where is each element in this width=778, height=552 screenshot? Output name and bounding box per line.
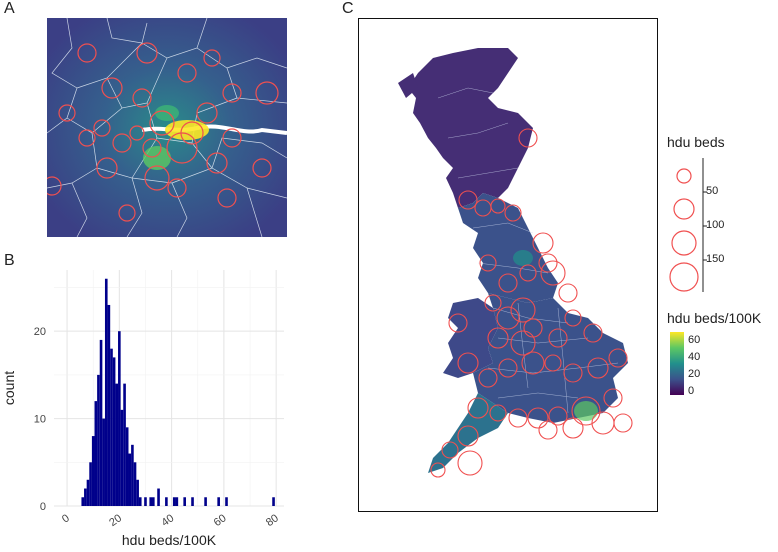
color-legend-bar bbox=[670, 332, 684, 395]
gb-landmass bbox=[398, 48, 628, 473]
histogram-bar bbox=[204, 497, 207, 506]
histogram-bar bbox=[107, 304, 111, 506]
panel-b-label: B bbox=[4, 252, 15, 269]
histogram-bar bbox=[131, 444, 134, 506]
size-key-xlarge bbox=[669, 262, 699, 292]
color-label-60: 60 bbox=[688, 334, 701, 346]
histogram-bar bbox=[99, 339, 103, 506]
histogram-bar bbox=[86, 479, 90, 506]
x-tick-label: 40 bbox=[159, 512, 176, 529]
panel-c-label: C bbox=[342, 0, 354, 17]
size-key-small bbox=[676, 168, 692, 184]
panel-a-label: A bbox=[4, 0, 15, 17]
histogram-bar bbox=[81, 497, 85, 506]
color-label-40: 40 bbox=[688, 351, 701, 363]
histogram-bar bbox=[123, 383, 126, 506]
y-tick-labels: 0 10 20 bbox=[34, 326, 46, 513]
histogram-bar bbox=[138, 497, 142, 506]
histogram-bar bbox=[217, 497, 220, 506]
x-tick-label: 60 bbox=[212, 512, 229, 529]
color-legend-title: hdu beds/100K bbox=[667, 310, 762, 326]
region-western-isles bbox=[398, 73, 418, 98]
panel-b-histogram: 0 10 20 0 20 40 60 80 hdu beds/100K count bbox=[1, 270, 284, 548]
x-tick-label: 80 bbox=[264, 512, 281, 529]
histogram-bar bbox=[91, 436, 95, 506]
region-south-west bbox=[428, 393, 508, 473]
size-key-large bbox=[671, 230, 697, 256]
color-label-0: 0 bbox=[688, 385, 695, 397]
hotspot-london bbox=[574, 401, 598, 421]
histogram-bar bbox=[191, 497, 194, 506]
size-label-150: 150 bbox=[706, 253, 725, 265]
color-label-20: 20 bbox=[688, 368, 701, 380]
plot-area bbox=[54, 270, 284, 506]
panel-c-map bbox=[358, 18, 658, 512]
panel-a-map bbox=[47, 18, 287, 237]
histogram-bar bbox=[172, 497, 176, 506]
histogram-bar bbox=[144, 497, 147, 506]
histogram-bar bbox=[89, 462, 92, 506]
histogram-bar bbox=[97, 374, 100, 506]
y-tick-label: 10 bbox=[34, 414, 46, 426]
y-tick-label: 0 bbox=[40, 501, 46, 513]
histogram-bar bbox=[175, 497, 179, 506]
hotspot-north bbox=[155, 105, 179, 121]
histogram-bar bbox=[225, 497, 228, 506]
histogram-bar bbox=[128, 453, 132, 506]
region-wales bbox=[443, 298, 498, 378]
size-key-medium bbox=[673, 198, 695, 220]
histogram-bar bbox=[125, 427, 129, 506]
size-label-50: 50 bbox=[706, 185, 719, 197]
histogram-bar bbox=[84, 488, 87, 506]
x-tick-label: 0 bbox=[60, 512, 72, 525]
y-tick-label: 20 bbox=[34, 326, 46, 338]
histogram-bar bbox=[102, 418, 105, 506]
x-tick-label: 20 bbox=[107, 512, 124, 529]
map-a-circles bbox=[47, 42, 279, 222]
histogram-bar bbox=[152, 497, 155, 506]
region-england-south bbox=[473, 293, 628, 423]
gb-boundaries bbox=[437, 87, 619, 414]
histogram-bar bbox=[120, 409, 124, 506]
gb-circles bbox=[430, 128, 633, 478]
histogram-bar bbox=[110, 348, 113, 506]
histogram-bar bbox=[165, 497, 168, 506]
size-legend bbox=[669, 158, 707, 292]
histogram-bar bbox=[149, 497, 153, 506]
size-label-100: 100 bbox=[706, 219, 725, 231]
x-tick-labels: 0 20 40 60 80 bbox=[60, 512, 281, 529]
histogram-bar bbox=[136, 479, 139, 506]
x-axis-label: hdu beds/100K bbox=[122, 532, 217, 548]
histogram-bar bbox=[118, 331, 121, 506]
histogram-bar bbox=[272, 497, 275, 506]
map-a-boundaries bbox=[47, 18, 287, 237]
hotspot-south bbox=[143, 146, 171, 170]
histogram-bar bbox=[104, 278, 108, 506]
histogram-bar bbox=[157, 488, 160, 506]
histogram-bar bbox=[183, 497, 186, 506]
hotspot-central bbox=[165, 120, 209, 140]
histogram-bar bbox=[133, 462, 137, 506]
histogram-bar bbox=[94, 401, 98, 506]
region-scotland bbox=[408, 48, 533, 208]
y-axis-label: count bbox=[1, 371, 17, 405]
size-legend-title: hdu beds bbox=[667, 134, 725, 150]
histogram-bar bbox=[115, 383, 119, 506]
hotspot-north bbox=[513, 250, 533, 266]
bars bbox=[81, 278, 275, 506]
histogram-bar bbox=[112, 357, 116, 506]
region-north-england bbox=[458, 193, 558, 303]
